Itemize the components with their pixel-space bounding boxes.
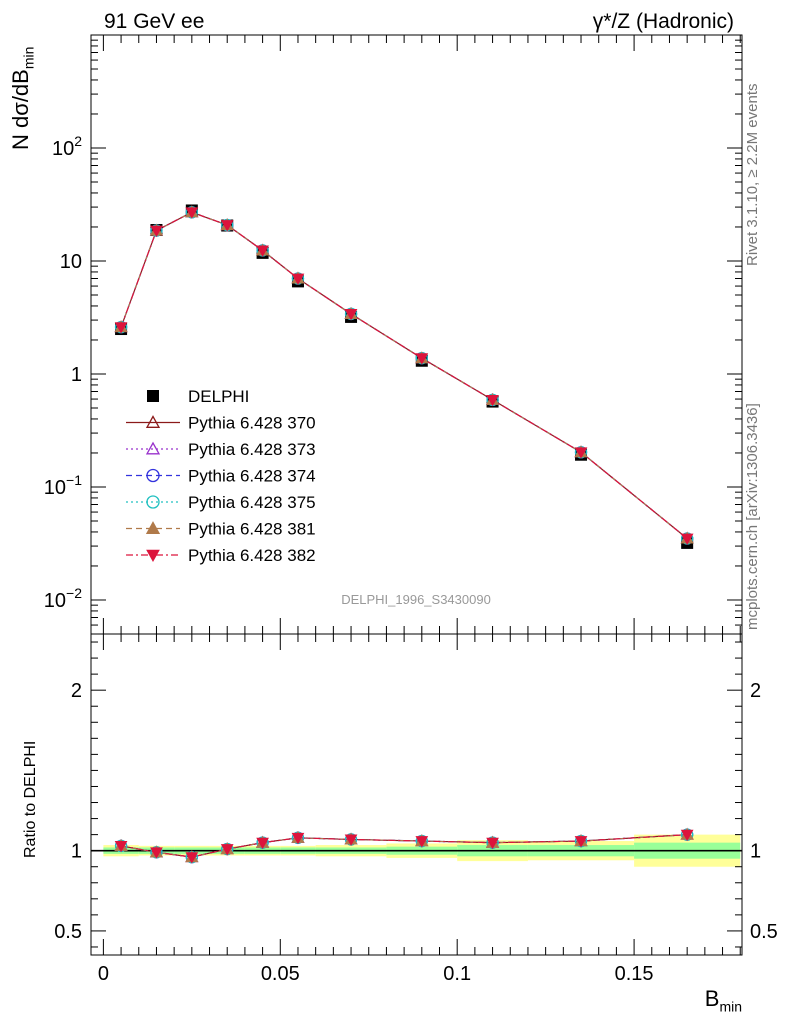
legend-label-2: Pythia 6.428 374 bbox=[188, 467, 316, 486]
series-point-5 bbox=[185, 207, 199, 219]
legend-marker-1 bbox=[145, 441, 161, 455]
main-y-tick-label: 1 bbox=[71, 364, 82, 386]
ratio-uncertainty-bands bbox=[91, 834, 742, 867]
series-point-5 bbox=[344, 309, 358, 321]
series-point-5 bbox=[415, 353, 429, 365]
legend-marker-0 bbox=[145, 415, 161, 428]
legend-marker-2 bbox=[146, 468, 160, 483]
series-point-5 bbox=[680, 533, 694, 546]
main-y-tick-label: 10−2 bbox=[44, 585, 82, 612]
main-markers bbox=[114, 204, 694, 549]
x-axis-label-sub: min bbox=[719, 998, 742, 1015]
ratio-y-tick-label: 1 bbox=[71, 841, 82, 863]
main-series-lines bbox=[120, 211, 688, 539]
x-axis-label: Bmin bbox=[705, 986, 742, 1014]
x-axis-label-text: B bbox=[704, 986, 720, 1011]
main-plot-frame bbox=[90, 34, 743, 635]
series-line-5 bbox=[120, 211, 688, 539]
ratio-point-5 bbox=[415, 836, 429, 848]
ratio-point-5 bbox=[256, 837, 269, 850]
x-tick-label: 0.15 bbox=[615, 963, 654, 985]
ratio-point-5 bbox=[486, 837, 499, 850]
axes: 10−2 10−1 1 10 102 0.5 0.5 1 1 2 2 0 0.05 0.1 0.15 bbox=[44, 34, 778, 985]
main-y-tick-label: 10 bbox=[60, 251, 82, 273]
legend-label-4: Pythia 6.428 381 bbox=[188, 520, 316, 539]
series-line-3 bbox=[120, 211, 688, 539]
legend-marker-5 bbox=[146, 549, 160, 563]
x-tick-label: 0 bbox=[98, 963, 109, 985]
ratio-y-tick-label: 2 bbox=[71, 680, 82, 702]
legend: DELPHI Pythia 6.428 370 Pythia 6.428 373 Py… bbox=[126, 387, 316, 565]
ratio-y-tick-label-right: 0.5 bbox=[750, 921, 778, 943]
series-point-5 bbox=[150, 225, 163, 238]
ratio-point-5 bbox=[185, 852, 199, 864]
legend-label-3: Pythia 6.428 375 bbox=[188, 493, 316, 512]
ratio-y-tick-label-right: 1 bbox=[750, 841, 761, 863]
x-tick-label: 0.05 bbox=[261, 963, 300, 985]
series-point-5 bbox=[256, 245, 269, 257]
legend-label-5: Pythia 6.428 382 bbox=[188, 546, 316, 565]
series-line-2 bbox=[120, 211, 688, 539]
ratio-markers bbox=[114, 827, 694, 864]
x-tick-label: 0.1 bbox=[443, 963, 471, 985]
ratio-y-tick-label: 0.5 bbox=[54, 921, 82, 943]
ratio-line-4 bbox=[120, 834, 688, 858]
ratio-point-5 bbox=[150, 847, 163, 859]
energy-label: 91 GeV ee bbox=[104, 10, 205, 33]
ratio-point-5 bbox=[680, 829, 694, 842]
series-point-5 bbox=[291, 273, 305, 286]
ratio-point-5 bbox=[574, 836, 588, 848]
ratio-point-5 bbox=[291, 832, 305, 845]
legend-marker-delphi bbox=[147, 390, 159, 402]
legend-label-0: Pythia 6.428 370 bbox=[188, 414, 316, 433]
series-line-1 bbox=[120, 211, 688, 539]
series-point-5 bbox=[574, 447, 588, 459]
main-y-tick-label: 10−1 bbox=[44, 472, 82, 499]
analysis-label: DELPHI_1996_S3430090 bbox=[341, 592, 491, 607]
series-line-0 bbox=[120, 211, 688, 539]
legend-marker-3 bbox=[146, 495, 160, 509]
legend-label-delphi: DELPHI bbox=[188, 387, 249, 406]
ratio-plot-frame bbox=[90, 633, 743, 956]
ratio-y-tick-label-right: 2 bbox=[750, 680, 761, 702]
ratio-point-5 bbox=[344, 834, 358, 846]
process-label: γ*/Z (Hadronic) bbox=[592, 10, 734, 33]
ratio-point-5 bbox=[114, 840, 128, 853]
series-point-5 bbox=[486, 394, 499, 407]
legend-marker-4 bbox=[145, 521, 161, 534]
main-y-tick-label: 102 bbox=[52, 133, 82, 160]
series-point-5 bbox=[220, 220, 234, 232]
series-line-4 bbox=[120, 211, 688, 539]
legend-label-1: Pythia 6.428 373 bbox=[188, 440, 316, 459]
series-point-5 bbox=[114, 322, 128, 334]
ratio-point-5 bbox=[220, 844, 234, 856]
